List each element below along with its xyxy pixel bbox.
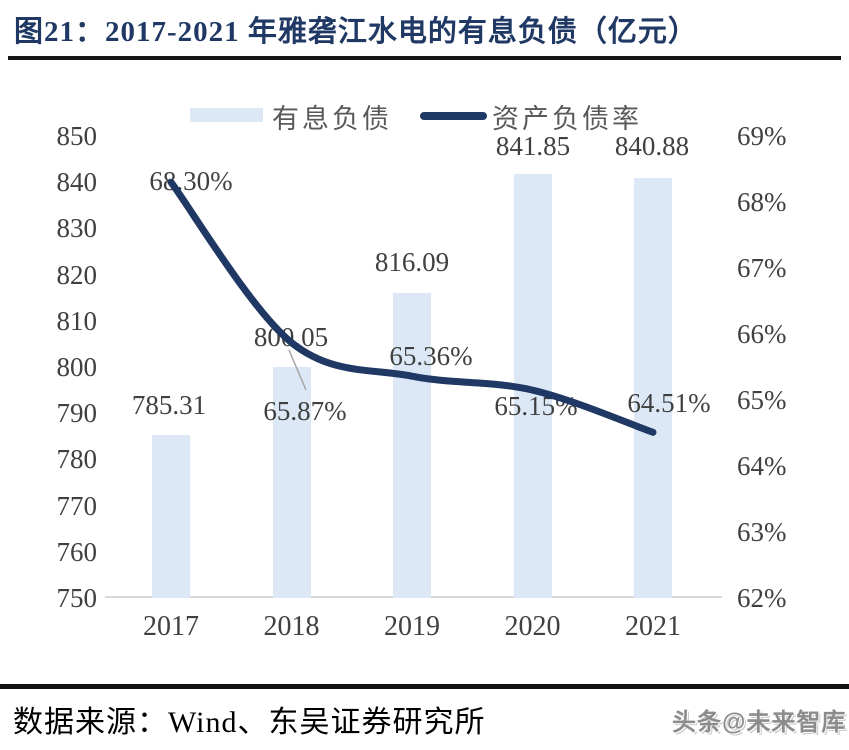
left-axis-tick: 810: [56, 305, 98, 336]
bar-2020: [513, 173, 552, 598]
left-axis-tick: 800: [56, 352, 98, 382]
bar-value-label: 785.31: [131, 390, 207, 420]
bar-2017: [152, 434, 190, 598]
footer-divider: [0, 684, 849, 689]
right-axis-tick: 62%: [737, 583, 787, 613]
legend-line-swatch: [420, 112, 487, 120]
ratio-value-label: 65.36%: [389, 341, 473, 371]
right-axis-tick: 66%: [737, 319, 787, 349]
left-axis-tick: 770: [56, 490, 98, 521]
right-axis-tick: 65%: [737, 385, 787, 415]
figure-title: 图21：2017-2021 年雅砻江水电的有息负债（亿元）: [14, 16, 698, 48]
left-axis-tick: 790: [56, 398, 98, 429]
legend-line-label: 资产负债率: [492, 104, 642, 134]
ratio-value-label: 65.15%: [494, 391, 578, 421]
watermark: 头条@未来智库: [672, 709, 847, 736]
x-axis-label: 2018: [263, 611, 320, 642]
left-axis-tick: 760: [56, 536, 98, 567]
x-axis-label: 2017: [143, 611, 199, 642]
bar-value-label: 800.05: [253, 322, 329, 352]
x-axis-label: 2021: [625, 611, 681, 642]
bar-value-label: 841.85: [495, 131, 571, 161]
legend-bar-label: 有息负债: [272, 104, 392, 134]
bar-value-label: 840.88: [614, 131, 690, 161]
ratio-value-label: 64.51%: [627, 388, 711, 418]
title-divider: [8, 56, 841, 60]
x-axis-label: 2019: [384, 611, 440, 642]
left-axis-tick: 840: [56, 167, 98, 198]
right-axis-tick: 67%: [737, 253, 787, 283]
right-axis-tick: 68%: [737, 187, 787, 217]
left-axis-tick: 850: [56, 121, 98, 151]
left-axis-tick: 830: [56, 213, 98, 244]
right-axis-tick: 69%: [737, 121, 787, 151]
left-axis-tick: 750: [56, 583, 98, 613]
legend-bar-swatch: [190, 108, 263, 122]
bar-2019: [393, 292, 431, 598]
right-axis-tick: 63%: [737, 517, 787, 547]
x-axis-label: 2020: [504, 611, 561, 642]
right-axis-tick: 64%: [737, 451, 787, 481]
ratio-value-label: 68.30%: [149, 166, 233, 196]
left-axis-tick: 820: [56, 259, 98, 290]
source-text: 数据来源：Wind、东吴证券研究所: [13, 706, 486, 739]
ratio-value-label: 65.87%: [263, 396, 347, 426]
bar-value-label: 816.09: [374, 247, 450, 277]
left-axis-tick: 780: [56, 444, 98, 475]
